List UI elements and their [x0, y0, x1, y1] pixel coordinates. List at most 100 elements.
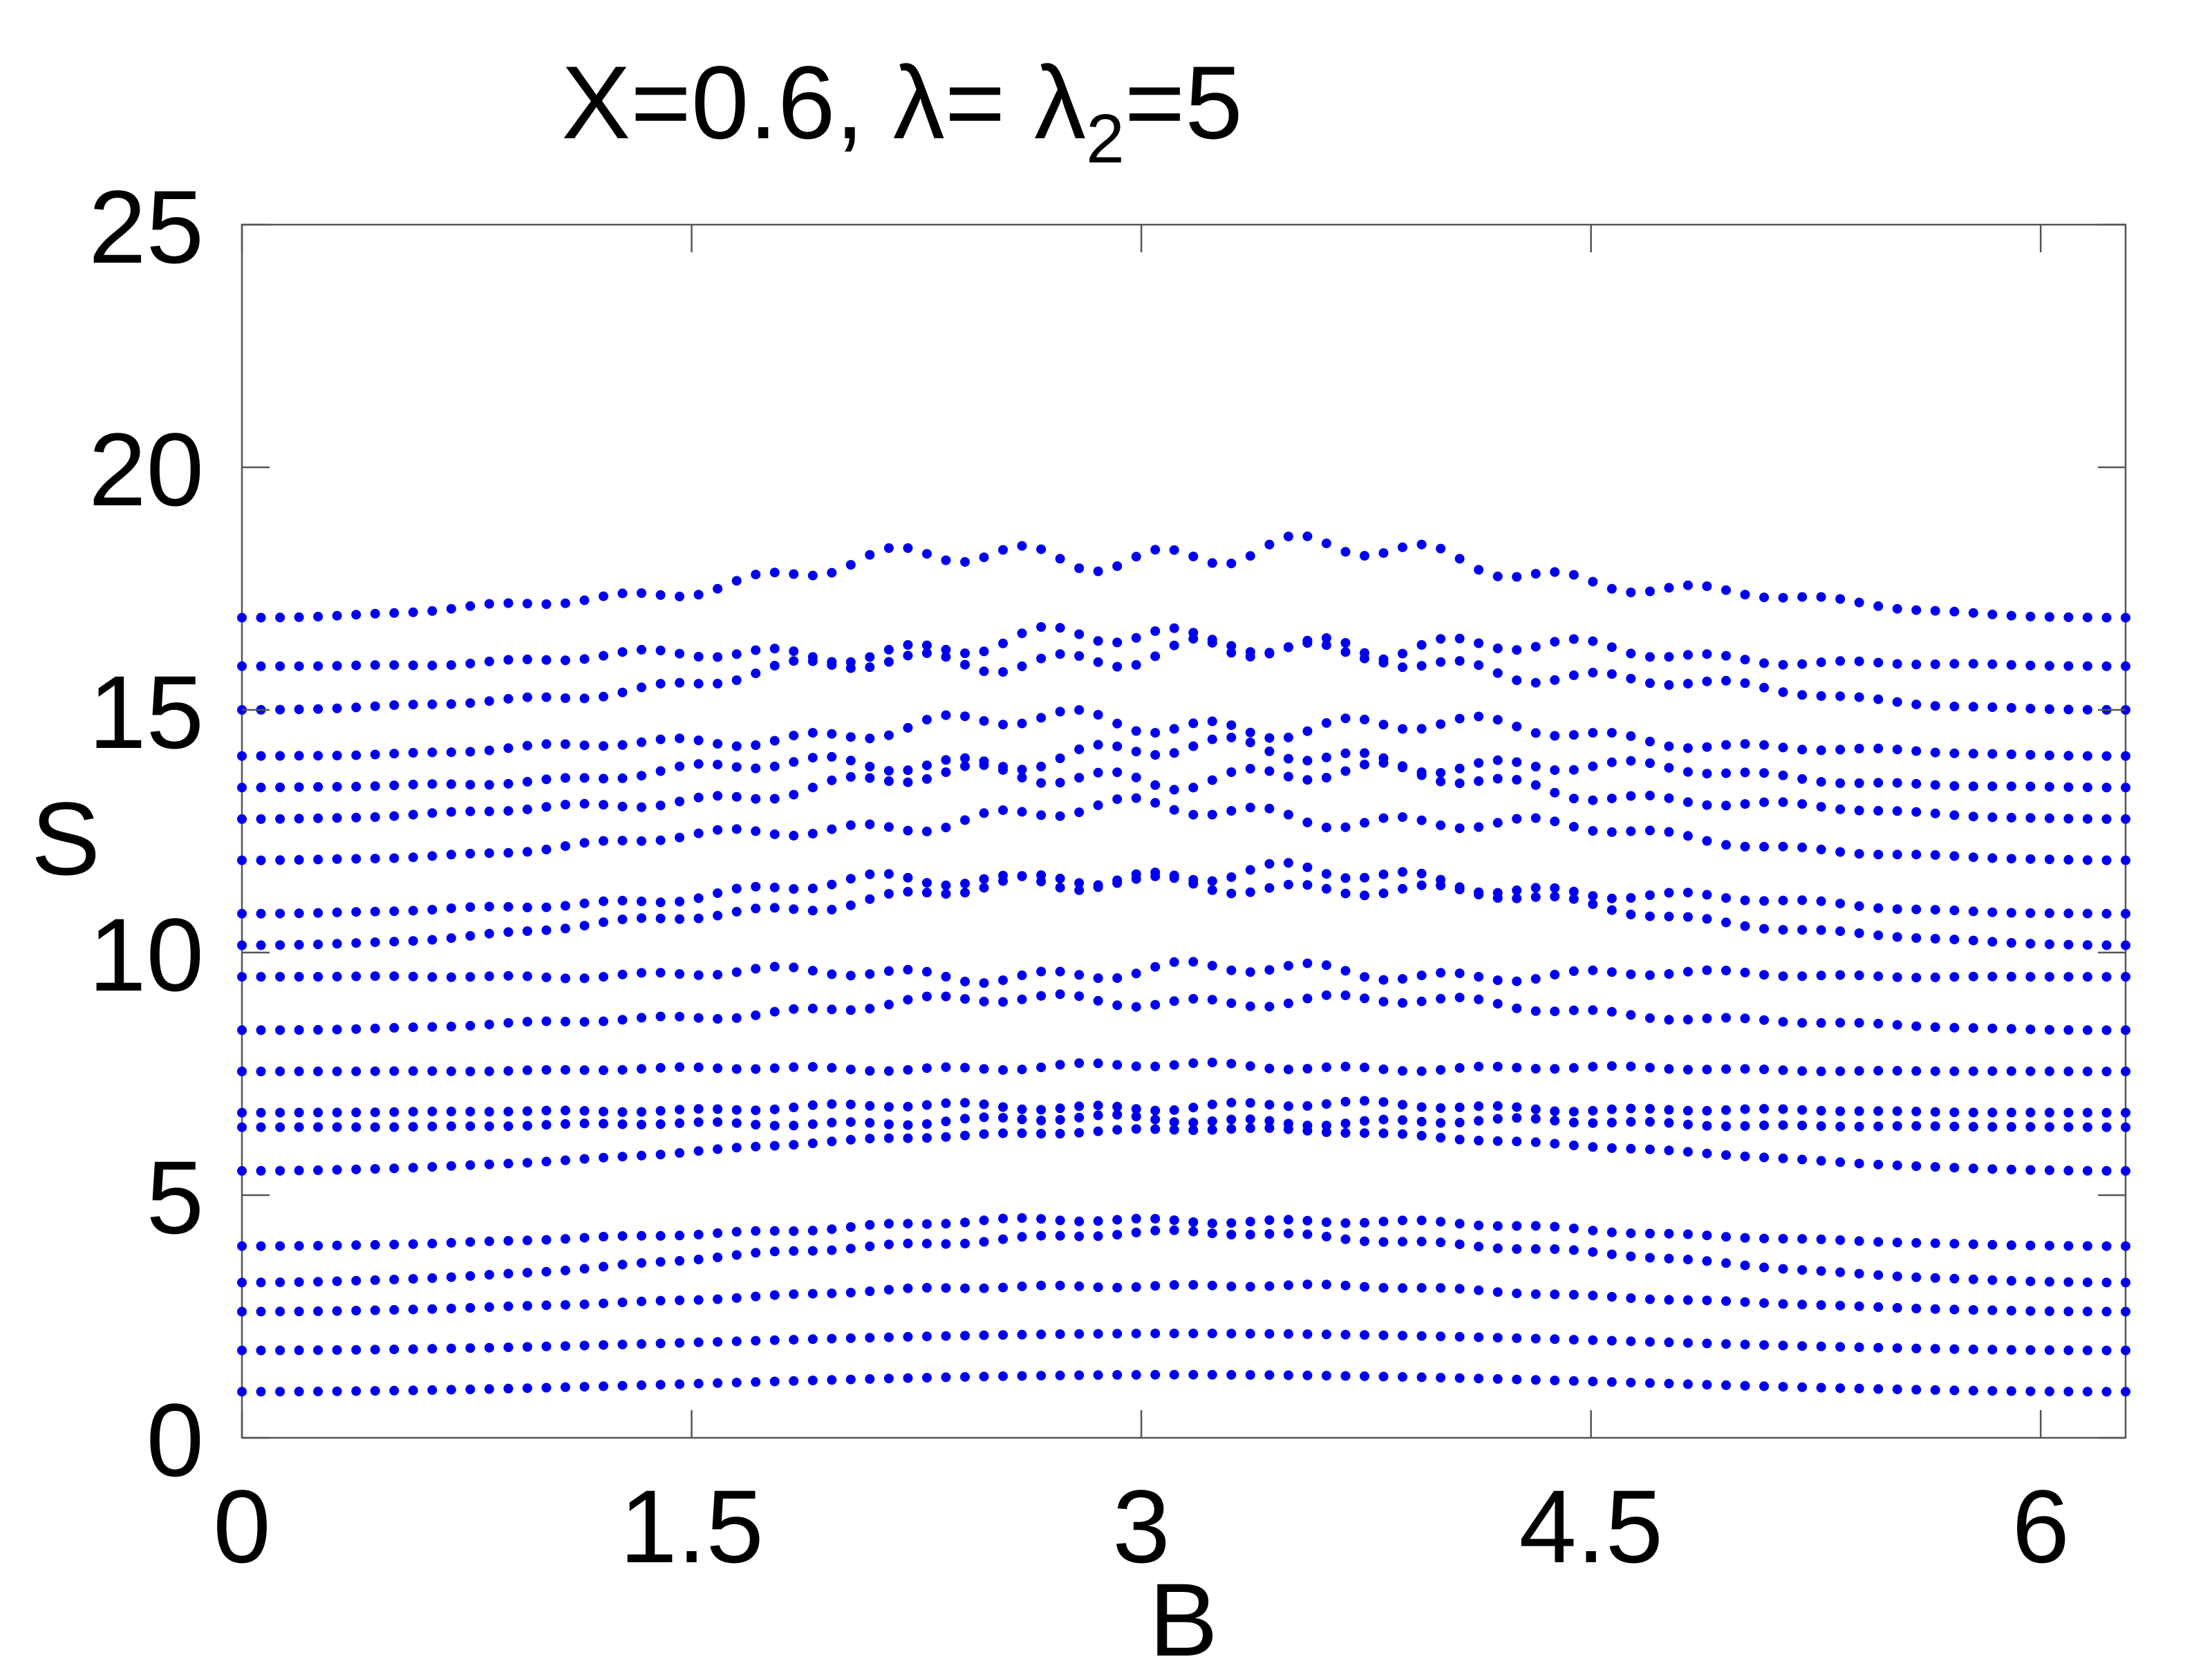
data-point: [446, 850, 456, 860]
data-point: [1017, 1329, 1027, 1340]
data-point: [2006, 1024, 2016, 1034]
data-point: [237, 1345, 247, 1356]
data-point: [1606, 757, 1617, 767]
data-point: [1987, 1344, 1998, 1355]
data-point: [579, 973, 590, 984]
data-point: [979, 978, 989, 988]
data-point: [1702, 1338, 1712, 1349]
data-point: [1321, 752, 1331, 762]
data-point: [503, 655, 514, 665]
data-point: [2044, 854, 2054, 865]
data-point: [1074, 970, 1085, 980]
data-point: [522, 902, 532, 912]
data-point: [1055, 778, 1065, 788]
data-point: [1474, 638, 1484, 648]
data-point: [446, 779, 456, 789]
data-point: [979, 666, 989, 677]
data-point: [1474, 1285, 1484, 1295]
data-point: [1550, 1106, 1560, 1116]
data-point: [1416, 996, 1427, 1006]
data-point: [637, 737, 646, 747]
data-point: [1226, 732, 1237, 742]
data-point: [921, 1133, 932, 1143]
data-point: [2025, 1345, 2036, 1355]
data-point: [1568, 1062, 1579, 1073]
data-point: [1302, 1215, 1313, 1226]
data-point: [1778, 1299, 1788, 1309]
data-point: [1644, 911, 1655, 921]
data-point: [1721, 917, 1731, 928]
data-point: [1036, 1329, 1047, 1340]
data-point: [998, 1065, 1008, 1075]
y-tick-label: 0: [147, 1382, 204, 1498]
data-point: [713, 760, 723, 770]
data-point: [313, 1386, 324, 1396]
data-point: [1644, 1228, 1655, 1239]
data-point: [237, 612, 247, 623]
data-point: [408, 1066, 418, 1076]
data-point: [921, 760, 932, 771]
data-point: [903, 995, 913, 1005]
data-point: [2006, 1122, 2016, 1132]
data-point: [1188, 782, 1199, 793]
data-point: [1606, 1104, 1617, 1114]
data-point: [332, 782, 342, 792]
data-point: [1702, 914, 1712, 924]
data-point: [807, 753, 818, 763]
data-point: [237, 661, 247, 671]
data-point: [313, 612, 324, 621]
data-point: [1816, 777, 1826, 787]
data-point: [1930, 1162, 1940, 1172]
data-point: [789, 1226, 799, 1236]
data-point: [237, 782, 247, 793]
data-point: [560, 739, 570, 749]
data-point: [275, 1165, 285, 1176]
data-point: [693, 590, 704, 600]
data-point: [541, 692, 552, 702]
data-point: [693, 1117, 704, 1127]
data-point: [1074, 705, 1085, 715]
data-point: [522, 654, 532, 664]
data-point: [1226, 965, 1237, 975]
data-point: [1606, 967, 1617, 977]
data-point: [541, 1120, 552, 1130]
data-point: [693, 1146, 704, 1156]
data-point: [313, 939, 324, 950]
data-point: [1568, 1117, 1579, 1127]
data-point: [1055, 811, 1065, 821]
data-point: [1055, 623, 1065, 633]
data-point: [2121, 1345, 2130, 1356]
data-point: [2121, 661, 2130, 671]
data-point: [1892, 1160, 1902, 1170]
data-point: [637, 1230, 646, 1241]
data-point: [332, 1024, 342, 1035]
data-point: [1835, 691, 1846, 702]
data-point: [408, 1022, 418, 1033]
data-point: [1340, 748, 1351, 758]
data-point: [332, 1240, 342, 1250]
data-point: [1454, 882, 1465, 892]
data-point: [1340, 1280, 1351, 1291]
data-point: [522, 740, 532, 751]
data-point: [256, 1165, 266, 1176]
data-point: [541, 1382, 552, 1393]
data-point: [1474, 1332, 1484, 1342]
data-point: [1721, 1339, 1731, 1349]
data-point: [1492, 1100, 1503, 1111]
data-point: [1226, 1329, 1237, 1339]
data-point: [2063, 1241, 2074, 1251]
data-point: [1302, 638, 1313, 648]
data-point: [1949, 1022, 1960, 1033]
data-point: [484, 1107, 494, 1117]
data-point: [2063, 1107, 2074, 1118]
data-point: [769, 829, 780, 839]
data-point: [599, 1381, 608, 1391]
data-point: [503, 1268, 514, 1279]
data-point: [541, 739, 552, 749]
data-point: [1340, 1234, 1351, 1244]
data-point: [789, 904, 799, 915]
data-point: [1036, 1214, 1047, 1224]
data-point: [1644, 1062, 1655, 1073]
data-point: [1987, 749, 1998, 759]
data-point: [1188, 1217, 1199, 1227]
